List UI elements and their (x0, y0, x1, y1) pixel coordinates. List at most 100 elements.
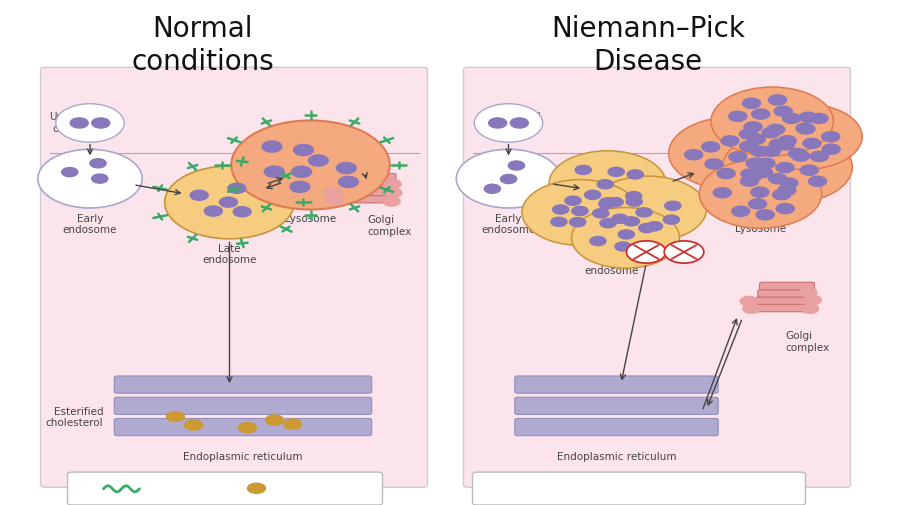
Text: Lysosome: Lysosome (285, 213, 336, 223)
Circle shape (383, 180, 401, 190)
Circle shape (803, 139, 821, 149)
Circle shape (788, 149, 806, 159)
Circle shape (799, 288, 817, 298)
Circle shape (711, 88, 833, 157)
Circle shape (754, 168, 772, 178)
Circle shape (713, 188, 731, 198)
Circle shape (70, 119, 88, 129)
Text: Early
endosome: Early endosome (63, 213, 117, 235)
Circle shape (729, 153, 747, 163)
Text: Normal
conditions: Normal conditions (131, 15, 274, 75)
Circle shape (262, 142, 282, 153)
Circle shape (635, 242, 652, 251)
Circle shape (293, 145, 313, 156)
Circle shape (751, 188, 769, 198)
Circle shape (774, 107, 792, 117)
Circle shape (290, 182, 310, 193)
Circle shape (746, 159, 764, 169)
Circle shape (190, 191, 208, 201)
Circle shape (639, 224, 655, 233)
Circle shape (598, 180, 614, 189)
Circle shape (553, 206, 569, 215)
Circle shape (56, 105, 124, 143)
Circle shape (776, 163, 794, 173)
Circle shape (324, 188, 342, 198)
Circle shape (740, 130, 758, 140)
Text: NPC1: NPC1 (140, 483, 169, 493)
Circle shape (624, 217, 640, 226)
FancyBboxPatch shape (341, 174, 396, 182)
Circle shape (792, 152, 810, 162)
Circle shape (626, 192, 642, 201)
FancyBboxPatch shape (114, 419, 372, 436)
FancyBboxPatch shape (758, 290, 813, 297)
Circle shape (702, 142, 720, 153)
Circle shape (248, 483, 266, 493)
Circle shape (744, 172, 762, 182)
Circle shape (238, 423, 256, 433)
FancyBboxPatch shape (68, 472, 382, 505)
Text: NPC1/NPC2 deficiency: NPC1/NPC2 deficiency (537, 483, 662, 493)
Circle shape (663, 216, 680, 225)
Circle shape (664, 241, 704, 264)
Circle shape (705, 160, 723, 170)
Circle shape (384, 188, 402, 198)
Circle shape (822, 132, 840, 142)
Circle shape (90, 160, 106, 169)
Circle shape (309, 156, 328, 167)
Circle shape (572, 207, 588, 216)
Circle shape (338, 177, 358, 188)
Circle shape (510, 119, 528, 129)
Circle shape (598, 200, 615, 209)
Circle shape (740, 296, 758, 307)
Text: Late
endosome: Late endosome (585, 254, 639, 275)
Circle shape (740, 142, 758, 152)
Text: Intracellular: Intracellular (288, 152, 351, 162)
Circle shape (797, 125, 815, 135)
FancyBboxPatch shape (472, 472, 806, 505)
Circle shape (572, 208, 680, 269)
Circle shape (590, 237, 606, 246)
Circle shape (762, 147, 780, 157)
Circle shape (607, 198, 623, 207)
Circle shape (592, 210, 608, 219)
Circle shape (742, 304, 760, 314)
Circle shape (776, 204, 794, 214)
Circle shape (800, 166, 818, 176)
Circle shape (773, 190, 791, 200)
Circle shape (665, 202, 681, 211)
Circle shape (292, 167, 311, 178)
Circle shape (92, 175, 108, 184)
Text: NPC2: NPC2 (274, 483, 304, 493)
Circle shape (732, 207, 750, 217)
Circle shape (627, 171, 644, 180)
Circle shape (752, 110, 770, 120)
Circle shape (508, 162, 525, 171)
Circle shape (184, 420, 202, 430)
Circle shape (762, 128, 780, 138)
Circle shape (166, 412, 184, 422)
Circle shape (796, 124, 814, 134)
Circle shape (749, 199, 767, 210)
Circle shape (770, 140, 788, 150)
Circle shape (741, 177, 759, 187)
Text: Endoplasmic reticulum: Endoplasmic reticulum (184, 451, 302, 461)
Circle shape (741, 170, 759, 180)
Circle shape (744, 123, 762, 133)
Circle shape (729, 112, 747, 122)
Circle shape (685, 150, 703, 161)
Text: Intracellular: Intracellular (738, 152, 801, 162)
Circle shape (326, 196, 344, 206)
FancyBboxPatch shape (114, 376, 372, 393)
Circle shape (767, 125, 785, 135)
Circle shape (522, 180, 639, 246)
Text: Niemann–Pick
Disease: Niemann–Pick Disease (551, 15, 745, 75)
Circle shape (615, 242, 631, 251)
Text: Extracellular: Extracellular (285, 131, 351, 141)
Circle shape (570, 218, 586, 227)
Circle shape (618, 230, 634, 239)
Circle shape (565, 197, 581, 206)
Circle shape (284, 419, 302, 429)
Circle shape (600, 219, 617, 228)
FancyBboxPatch shape (114, 397, 372, 415)
